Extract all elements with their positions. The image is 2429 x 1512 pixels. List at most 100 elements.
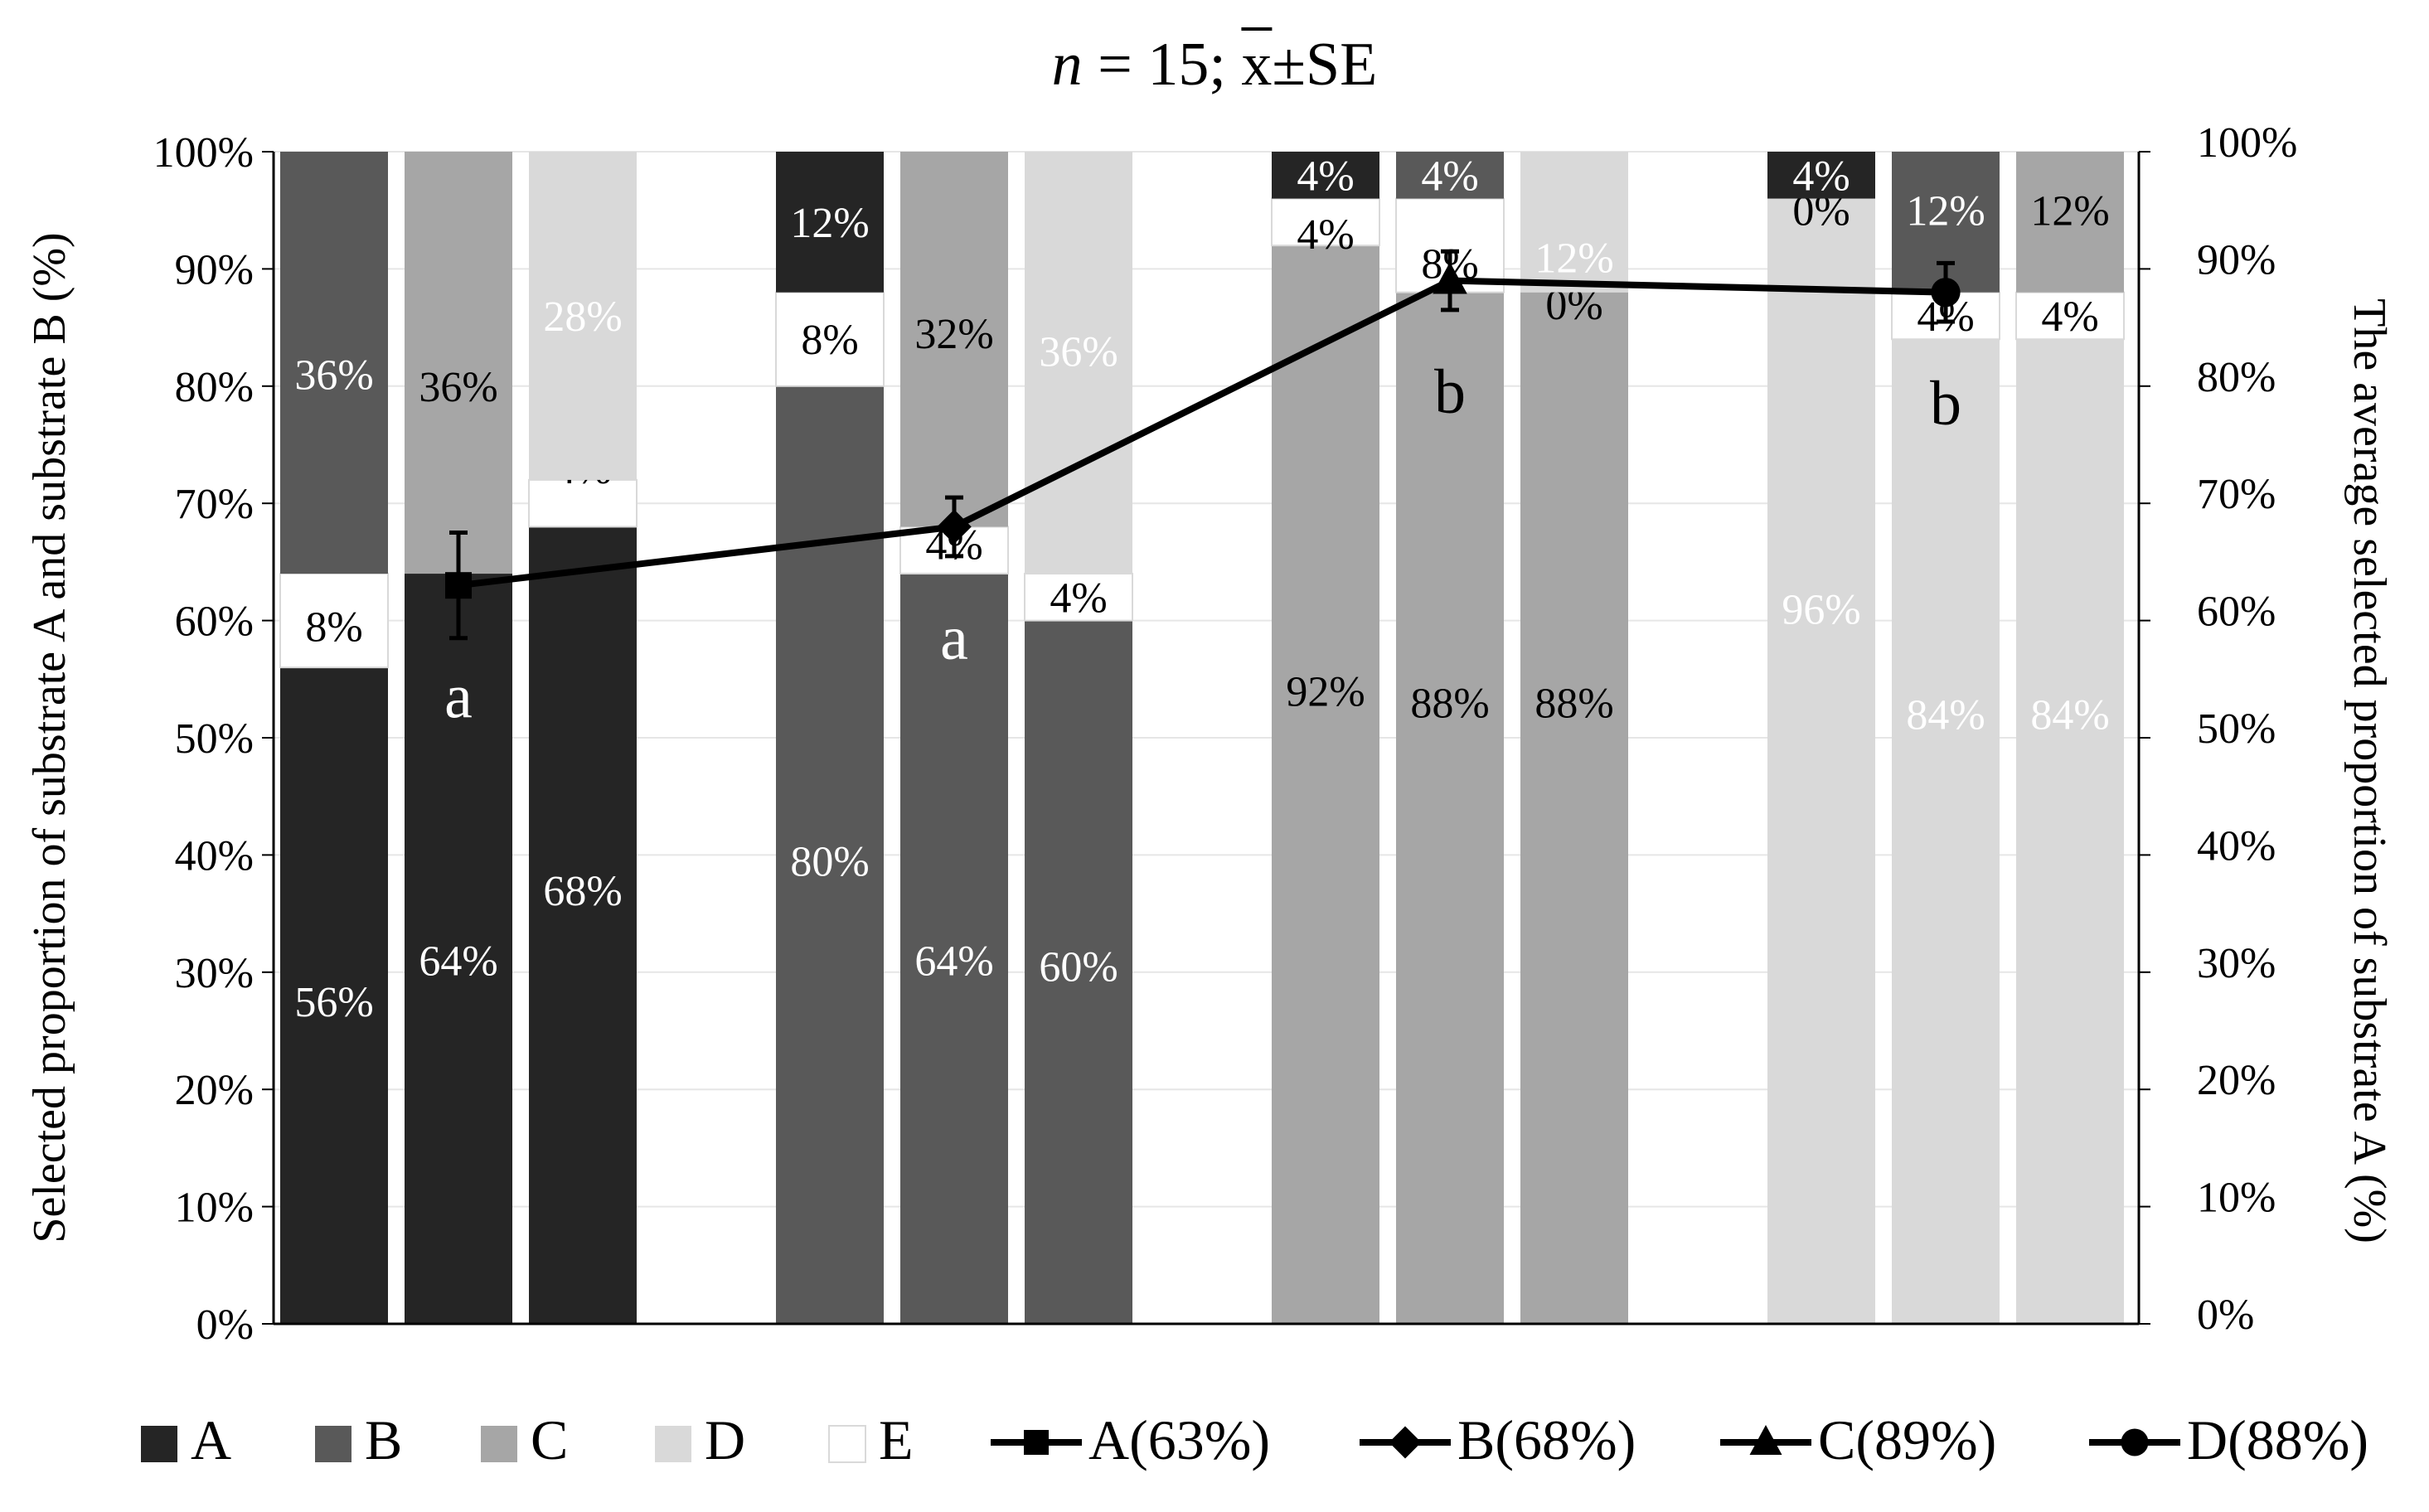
bar-stacks: 56%8%36%64%0%36%68%4%28%80%8%12%64%4%32%…: [279, 152, 2125, 1325]
bar-segment-a: [776, 152, 884, 293]
right-tick-label: 0%: [2197, 1292, 2254, 1339]
data-label: 4%: [1297, 153, 1354, 200]
bar-segment-c: [1520, 292, 1628, 1325]
left-tick-label: 40%: [175, 832, 254, 880]
legend-label: B(68%): [1457, 1408, 1636, 1471]
right-tick-label: 60%: [2197, 589, 2276, 636]
bar-segment-a: [280, 667, 388, 1324]
data-label: 84%: [1906, 692, 1985, 739]
bar-segment-d: [1025, 152, 1132, 574]
line-marker-square: [445, 572, 472, 599]
right-tick-label: 80%: [2197, 354, 2276, 401]
bar-segment-a: [529, 526, 637, 1324]
title-mean-symbol: x: [1241, 31, 1273, 99]
bar-segment-c: [1396, 292, 1504, 1325]
data-label: 68%: [543, 868, 622, 915]
data-label: 88%: [1410, 681, 1489, 728]
data-label: 4%: [1421, 153, 1478, 200]
data-label: 4%: [2041, 293, 2098, 341]
bar-segment-e: [775, 291, 885, 387]
bar-segment-e: [2015, 291, 2125, 341]
legend-swatch-c: [481, 1426, 517, 1462]
legend-marker-square: [1024, 1430, 1049, 1455]
title-n-symbol: n: [1051, 31, 1083, 99]
data-label: 8%: [801, 317, 858, 364]
right-tick-label: 10%: [2197, 1175, 2276, 1222]
average-line-path: [458, 277, 1947, 589]
data-label: 32%: [914, 311, 993, 358]
left-tick-label: 10%: [175, 1185, 254, 1232]
chart-title: n = 15; x±SE: [0, 30, 2429, 100]
right-tick-label: 70%: [2197, 471, 2276, 518]
bar-segment-c: [2016, 152, 2124, 293]
bar-segment-a: [405, 574, 512, 1324]
data-label: 8%: [305, 604, 362, 652]
significance-letter: b: [1930, 369, 1961, 439]
data-label: 28%: [543, 293, 622, 341]
significance-letter: a: [940, 603, 968, 673]
y2-axis-title: The average selected proportion of subst…: [2344, 298, 2395, 1243]
average-line: a a b b: [444, 249, 1961, 732]
bar-segment-e: [279, 573, 389, 669]
data-label: 4%: [1297, 211, 1354, 259]
line-marker-triangle: [1433, 262, 1467, 294]
axes: 0% 0% 10% 10% 20% 20% 30% 30% 40% 40% 50% 50% 60% 60%…: [24, 119, 2395, 1349]
bar-segment-d: [2016, 339, 2124, 1324]
right-tick-label: 90%: [2197, 236, 2276, 284]
data-label: 12%: [1534, 235, 1613, 282]
data-label: 60%: [1039, 944, 1118, 991]
legend-swatch-b: [315, 1426, 352, 1462]
left-tick-label: 60%: [175, 598, 254, 646]
right-tick-label: 50%: [2197, 705, 2276, 753]
data-label: 36%: [1039, 328, 1118, 376]
data-label: 4%: [1792, 153, 1850, 200]
bar-segment-d: [1892, 339, 2000, 1324]
left-tick-label: 20%: [175, 1067, 254, 1114]
bar-segment-d: [1767, 198, 1875, 1324]
data-label: 36%: [294, 352, 373, 400]
legend-label: A: [191, 1408, 231, 1471]
line-marker-circle: [1931, 278, 1961, 308]
bar-segment-b: [280, 152, 388, 574]
legend-swatch-d: [655, 1426, 691, 1462]
right-tick-label: 30%: [2197, 940, 2276, 987]
right-tick-label: 20%: [2197, 1057, 2276, 1104]
bar-segment-e: [528, 478, 638, 528]
bar-segment-b: [1396, 152, 1504, 199]
data-label: 84%: [2030, 692, 2109, 739]
data-label: 12%: [790, 200, 869, 247]
bar-segment-a: [1272, 152, 1379, 199]
left-tick-label: 0%: [196, 1301, 254, 1349]
legend-label: B: [365, 1408, 402, 1471]
left-tick-label: 50%: [175, 715, 254, 763]
legend-marker-diamond: [1389, 1426, 1422, 1459]
bar-segment-d: [1520, 152, 1628, 293]
data-label: 36%: [419, 364, 497, 411]
bar-segment-c: [900, 152, 1008, 527]
legend-label: E: [879, 1408, 914, 1471]
legend-label: D: [705, 1408, 745, 1471]
data-label: 64%: [419, 938, 497, 986]
title-pm-se: ±SE: [1272, 31, 1378, 99]
legend-marker-circle: [2121, 1428, 2149, 1456]
data-label: 64%: [914, 938, 993, 986]
left-tick-label: 80%: [175, 364, 254, 411]
bar-segment-b: [1025, 620, 1132, 1324]
bar-segment-d: [529, 152, 637, 480]
left-tick-label: 70%: [175, 481, 254, 528]
bar-segment-e: [1024, 573, 1133, 622]
left-tick-label: 100%: [153, 129, 254, 177]
bar-segment-c: [405, 152, 512, 574]
legend: A B C D E A(63%) B(68%) C(89%) D(88%): [141, 1408, 2368, 1471]
significance-letter: a: [444, 662, 473, 732]
bar-segment-c: [1272, 245, 1379, 1324]
legend-label: C(89%): [1818, 1408, 1996, 1471]
data-label: 88%: [1534, 681, 1613, 728]
bar-segment-b: [900, 574, 1008, 1324]
left-tick-label: 90%: [175, 246, 254, 293]
legend-swatch-e: [828, 1425, 866, 1463]
data-label: 4%: [1050, 574, 1107, 622]
legend-label: C: [531, 1408, 568, 1471]
bar-segment-a: [1767, 152, 1875, 199]
